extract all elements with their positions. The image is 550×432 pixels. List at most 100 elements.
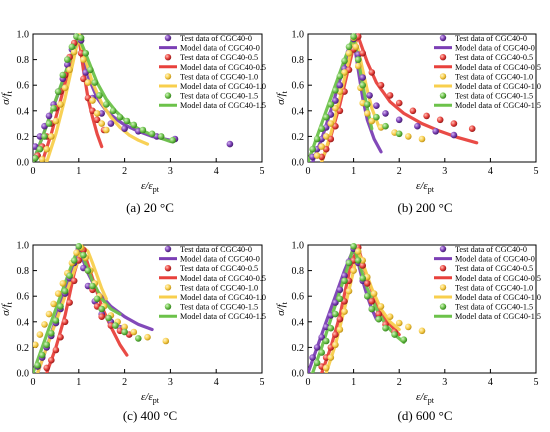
data-point-CGC40-1.0 xyxy=(130,328,138,336)
legend-entry: Test data of CGC40-0.5 xyxy=(164,264,258,273)
data-point-CGC40-1.5 xyxy=(54,88,62,95)
data-point-CGC40-1.5 xyxy=(33,154,39,162)
legend-label: Test data of CGC40-1.5 xyxy=(180,303,258,312)
legend-label: Test data of CGC40-1.5 xyxy=(455,303,533,312)
y-tick-label: 0.2 xyxy=(17,343,30,354)
data-point-CGC40-1.5 xyxy=(313,359,321,367)
data-point-CGC40-1.5 xyxy=(36,145,44,153)
data-point-CGC40-0 xyxy=(318,333,326,341)
y-tick-label: 0.4 xyxy=(17,106,30,117)
data-point-CGC40-1.0 xyxy=(318,143,326,150)
data-point-CGC40-1.0 xyxy=(327,354,335,361)
x-axis-label: ε/εpt xyxy=(416,391,435,405)
data-point-CGC40-1.0 xyxy=(45,310,53,318)
data-point-CGC40-1.0 xyxy=(54,290,62,297)
legend-entry: Model data of CGC40-1.0 xyxy=(159,293,266,302)
sphere-marker xyxy=(164,34,172,42)
data-point-CGC40-1.0 xyxy=(345,287,353,295)
x-tick-label: 5 xyxy=(534,166,539,177)
legend-entry: Test data of CGC40-0 xyxy=(164,245,252,254)
data-point-CGC40-0 xyxy=(450,131,458,139)
y-axis-label-main: σ/f xyxy=(275,91,287,104)
data-point-CGC40-1.5 xyxy=(70,257,78,264)
y-tick-label: 0.2 xyxy=(292,343,305,354)
legend-label: Model data of CGC40-0 xyxy=(455,255,535,264)
data-point-CGC40-1.5 xyxy=(82,49,89,57)
data-point-CGC40-1.5 xyxy=(373,113,380,121)
legend-entry: Model data of CGC40-1.5 xyxy=(159,101,266,110)
data-point-CGC40-1.5 xyxy=(48,330,55,337)
legend-label: Model data of CGC40-1.0 xyxy=(455,82,541,91)
legend-entry: Model data of CGC40-1.0 xyxy=(434,82,541,91)
data-point-CGC40-1.0 xyxy=(121,323,128,331)
data-point-CGC40-1.5 xyxy=(123,117,131,125)
y-tick-label: 0.6 xyxy=(292,292,305,303)
legend-entry: Test data of CGC40-0.5 xyxy=(439,264,533,273)
legend-label: Test data of CGC40-0 xyxy=(455,34,527,43)
chart-panel-2: 0 1 2 3 4 5 0.0 0.2 0.4 0.6 0.8 1.0 ε/εpt σ/ft (c) 400… xyxy=(0,241,266,424)
data-point-CGC40-1.0 xyxy=(48,133,55,140)
legend-label: Model data of CGC40-0.5 xyxy=(180,63,266,72)
x-axis-label-main: ε/ε xyxy=(141,180,153,192)
x-tick-label: 4 xyxy=(488,166,493,177)
data-point-CGC40-0 xyxy=(121,125,128,132)
data-point-CGC40-1.0 xyxy=(103,126,110,134)
x-tick-label: 4 xyxy=(488,377,493,388)
data-point-CGC40-1.5 xyxy=(89,282,96,290)
x-tick-label: 3 xyxy=(442,377,447,388)
x-tick-label: 1 xyxy=(76,166,81,177)
data-point-CGC40-1.5 xyxy=(112,322,119,329)
x-axis-label-sub: pt xyxy=(153,185,160,194)
data-point-CGC40-0.5 xyxy=(57,333,64,341)
chart-panel-3: 0 1 2 3 4 5 0.0 0.2 0.4 0.6 0.8 1.0 ε/εpt σ/ft (d) 600… xyxy=(275,241,541,424)
data-point-CGC40-1.0 xyxy=(352,43,360,51)
data-point-CGC40-0.5 xyxy=(368,298,376,305)
data-point-CGC40-1.0 xyxy=(418,135,426,143)
data-point-CGC40-0 xyxy=(341,272,348,280)
legend-label: Model data of CGC40-0.5 xyxy=(180,274,266,283)
y-tick-label: 0.0 xyxy=(17,158,30,169)
data-point-CGC40-1.0 xyxy=(38,156,46,162)
data-point-CGC40-0.5 xyxy=(450,120,458,127)
data-point-CGC40-1.5 xyxy=(38,351,46,359)
legend-entry: Model data of CGC40-1.0 xyxy=(434,293,541,302)
y-tick-label: 0.8 xyxy=(292,266,305,277)
data-point-CGC40-1.5 xyxy=(400,336,408,344)
sphere-marker xyxy=(439,303,447,310)
data-point-CGC40-1.5 xyxy=(68,43,76,51)
legend-entry: Test data of CGC40-1.5 xyxy=(164,303,258,312)
sphere-marker xyxy=(439,54,447,61)
y-tick-label: 0.0 xyxy=(292,369,305,380)
x-tick-label: 1 xyxy=(351,166,356,177)
y-tick-label: 0.0 xyxy=(17,369,30,380)
data-point-CGC40-0.5 xyxy=(395,99,403,107)
y-axis-label-sub: t xyxy=(280,301,289,304)
data-point-CGC40-0 xyxy=(332,97,339,104)
y-axis-label-main: σ/f xyxy=(0,302,12,315)
data-point-CGC40-0 xyxy=(107,120,115,127)
legend-entry: Model data of CGC40-0.5 xyxy=(434,274,541,283)
x-axis-label: ε/εpt xyxy=(416,180,435,194)
data-point-CGC40-1.0 xyxy=(354,62,362,70)
data-point-CGC40-1.5 xyxy=(391,331,398,338)
data-point-CGC40-0 xyxy=(332,299,339,306)
legend-entry: Model data of CGC40-0 xyxy=(434,255,535,264)
data-point-CGC40-0 xyxy=(226,140,234,148)
data-point-CGC40-1.0 xyxy=(89,97,96,104)
data-point-CGC40-1.5 xyxy=(121,328,128,336)
data-point-CGC40-1.0 xyxy=(336,326,344,333)
data-point-CGC40-0 xyxy=(395,116,403,124)
data-point-CGC40-1.0 xyxy=(350,267,357,274)
data-point-CGC40-1.5 xyxy=(116,113,124,121)
data-point-CGC40-1.0 xyxy=(59,280,67,287)
data-point-CGC40-1.0 xyxy=(84,79,92,86)
x-tick-label: 5 xyxy=(260,166,265,177)
legend-entry: Test data of CGC40-1.0 xyxy=(164,72,258,81)
data-point-CGC40-0.5 xyxy=(322,354,330,361)
y-tick-label: 0.4 xyxy=(292,106,305,117)
data-point-CGC40-1.0 xyxy=(386,313,394,321)
data-point-CGC40-1.5 xyxy=(332,87,339,94)
data-point-CGC40-1.5 xyxy=(368,305,376,313)
data-point-CGC40-1.0 xyxy=(57,101,64,108)
